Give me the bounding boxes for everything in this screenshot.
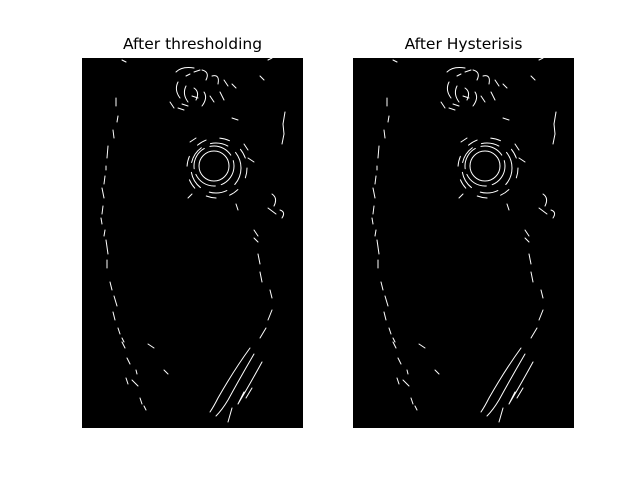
edge-map-hysteresis — [371, 58, 557, 423]
image-panel-thresholding — [82, 58, 303, 428]
panel-title-thresholding: After thresholding — [122, 35, 263, 53]
panel-title-hysteresis: After Hysterisis — [404, 35, 523, 53]
image-panel-hysteresis — [353, 58, 574, 428]
edge-map-thresholding — [100, 58, 286, 423]
